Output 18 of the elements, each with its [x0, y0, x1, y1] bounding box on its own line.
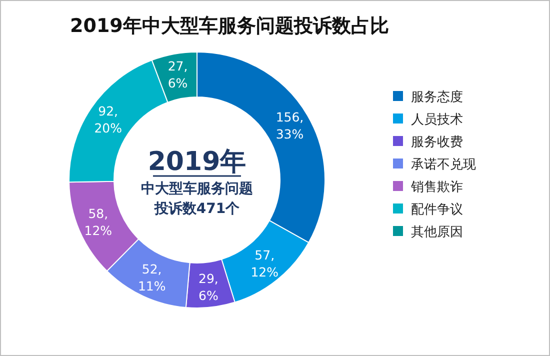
legend-label: 人员技术	[411, 112, 463, 128]
data-label: 52, 11%	[138, 262, 166, 294]
data-label: 92, 20%	[94, 104, 122, 136]
data-label: 27, 6%	[168, 58, 188, 90]
data-label: 29, 6%	[198, 270, 218, 303]
legend-label: 其他原因	[411, 225, 463, 240]
data-label: 57, 12%	[250, 248, 279, 280]
legend-label: 承诺不兑现	[411, 158, 476, 172]
legend-label: 销售欺诈	[410, 180, 463, 195]
text: 投诉数471个	[153, 201, 241, 217]
legend-label: 配件争议	[411, 202, 463, 218]
data-label: 156, 33%	[276, 110, 304, 142]
text: 中大型车服务问题	[141, 180, 253, 197]
chart-title: 2019年中大型车服务问题投诉数占比	[70, 15, 389, 37]
legend-label: 服务收费	[411, 135, 463, 150]
data-label: 58, 12%	[84, 206, 112, 238]
text: 2019年	[148, 147, 246, 177]
legend-label: 服务态度	[411, 89, 463, 105]
